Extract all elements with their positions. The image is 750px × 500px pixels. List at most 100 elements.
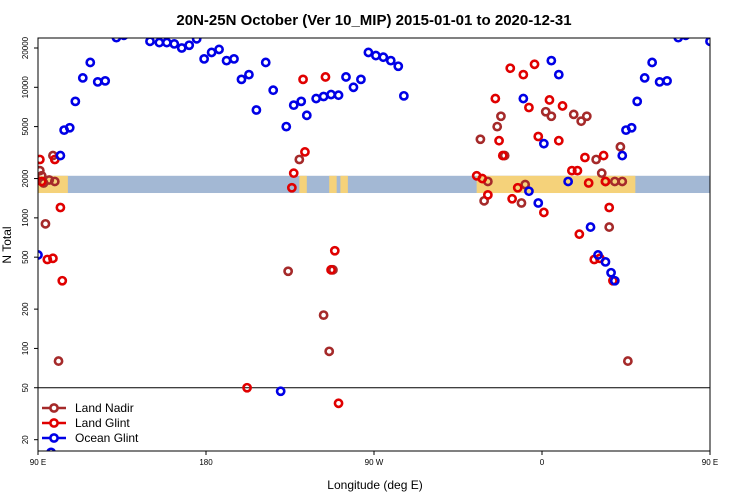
- point-series-0: [622, 356, 633, 366]
- point-series-0: [294, 154, 305, 165]
- point-series-1: [298, 74, 308, 85]
- point-series-2: [518, 93, 529, 104]
- point-series-1: [326, 264, 336, 275]
- y-tick-label: 2000: [21, 169, 30, 187]
- point-series-0: [604, 222, 615, 232]
- point-series-2: [370, 50, 381, 61]
- point-series-2: [275, 386, 286, 397]
- x-tick-label: 180: [199, 458, 213, 467]
- point-series-2: [356, 74, 366, 85]
- point-series-2: [281, 121, 292, 132]
- chart-title: 20N-25N October (Ver 10_MIP) 2015-01-01 …: [176, 12, 571, 29]
- point-series-1: [518, 69, 529, 80]
- point-series-2: [176, 43, 187, 53]
- point-series-1: [497, 150, 508, 161]
- point-series-1: [572, 165, 583, 176]
- point-series-0: [492, 121, 503, 132]
- point-series-2: [139, 20, 146, 27]
- point-series-1: [55, 202, 66, 213]
- legend-label: Land Glint: [75, 416, 130, 430]
- point-series-1: [557, 101, 568, 111]
- point-series-1: [600, 176, 611, 187]
- point-series-2: [70, 96, 81, 107]
- point-series-2: [691, 27, 698, 34]
- point-series-2: [326, 89, 336, 100]
- point-series-1: [38, 154, 45, 165]
- point-series-0: [53, 356, 64, 366]
- point-series-2: [398, 90, 409, 101]
- x-axis: 90 E 180 90 W 0 90 E: [30, 451, 718, 467]
- point-series-2: [378, 52, 389, 63]
- point-series-2: [77, 73, 88, 83]
- point-series-0: [581, 111, 592, 122]
- x-tick-label: 90 W: [365, 458, 384, 467]
- point-series-2: [385, 55, 396, 66]
- point-series-0: [318, 310, 329, 321]
- point-series-2: [206, 47, 217, 58]
- map-band-land-3: [340, 175, 348, 194]
- point-series-1: [42, 254, 53, 265]
- point-series-1: [329, 245, 340, 256]
- point-series-2: [318, 91, 329, 102]
- point-series-2: [363, 47, 374, 58]
- x-tick-label: 0: [540, 458, 545, 467]
- point-series-1: [505, 63, 516, 74]
- point-series-2: [296, 96, 307, 107]
- y-tick-label: 500: [21, 250, 30, 264]
- point-series-2: [55, 150, 66, 161]
- point-series-2: [609, 275, 620, 286]
- y-tick-label: 10000: [21, 76, 30, 99]
- legend-marker: [49, 418, 59, 428]
- point-series-2: [563, 176, 574, 187]
- point-series-0: [540, 106, 551, 117]
- y-tick-label: 50: [21, 383, 30, 392]
- point-series-2: [100, 75, 111, 86]
- point-series-2: [145, 38, 155, 47]
- point-series-2: [538, 138, 549, 149]
- map-band-land-2: [329, 175, 337, 194]
- point-series-2: [251, 105, 262, 115]
- point-series-2: [626, 122, 637, 133]
- point-series-1: [574, 229, 585, 240]
- point-series-2: [268, 85, 279, 96]
- point-series-2: [639, 73, 650, 83]
- point-series-2: [606, 267, 616, 278]
- point-series-2: [533, 198, 544, 208]
- point-series-1: [604, 202, 615, 213]
- point-series-1: [477, 173, 488, 184]
- point-series-1: [533, 131, 544, 142]
- point-series-2: [699, 20, 706, 27]
- point-series-2: [92, 76, 103, 87]
- point-series-1: [598, 150, 609, 161]
- legend-marker: [49, 433, 59, 443]
- y-tick-label: 100: [21, 341, 30, 355]
- legend-marker: [49, 403, 59, 413]
- point-series-2: [311, 93, 322, 104]
- point-series-1: [494, 135, 504, 146]
- point-series-0: [596, 168, 607, 179]
- point-series-1: [524, 102, 534, 113]
- y-tick-label: 20000: [21, 36, 30, 59]
- point-series-1: [48, 253, 58, 264]
- point-series-1: [538, 207, 549, 218]
- point-series-2: [244, 69, 254, 80]
- legend-label: Land Nadir: [75, 401, 134, 415]
- point-series-2: [585, 222, 596, 232]
- point-series-2: [85, 57, 96, 68]
- point-series-1: [553, 135, 564, 146]
- point-series-2: [301, 110, 312, 121]
- point-series-2: [119, 38, 128, 41]
- point-series-2: [130, 27, 137, 34]
- point-series-1: [482, 189, 493, 200]
- point-series-0: [38, 165, 45, 176]
- point-series-2: [714, 39, 721, 46]
- point-series-0: [615, 141, 626, 152]
- plot-frame: [37, 37, 711, 452]
- point-series-0: [576, 116, 587, 127]
- point-series-2: [553, 69, 564, 80]
- point-series-2: [221, 55, 232, 66]
- point-series-0: [40, 218, 51, 229]
- point-series-1: [286, 182, 297, 193]
- point-series-2: [214, 44, 224, 55]
